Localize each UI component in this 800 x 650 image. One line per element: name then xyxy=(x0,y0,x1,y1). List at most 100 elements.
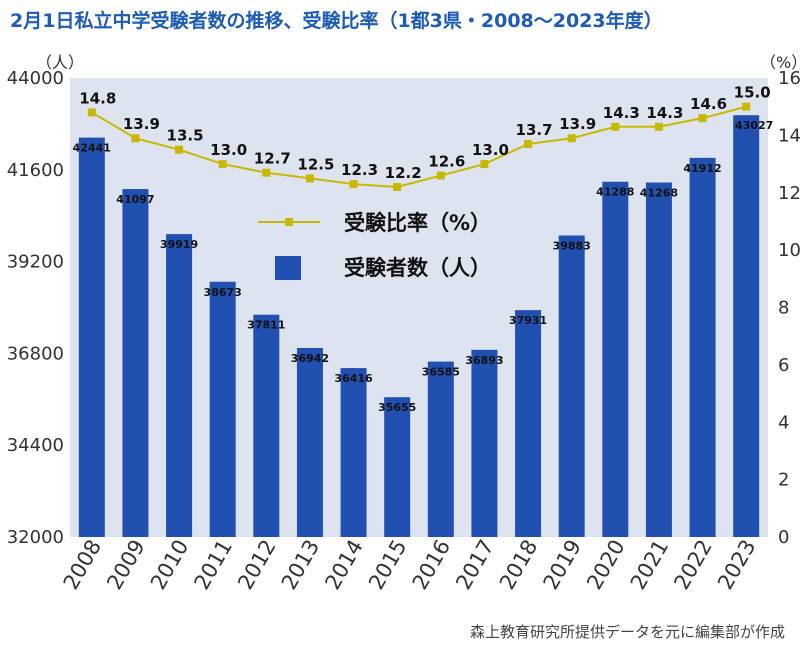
legend-line-marker xyxy=(285,218,293,226)
right-axis-tick-label: 0 xyxy=(778,527,789,548)
line-point xyxy=(218,160,227,169)
right-axis-tick-label: 12 xyxy=(778,183,800,204)
bar-value-label: 42441 xyxy=(73,142,111,155)
x-axis-tick-label: 2020 xyxy=(582,536,630,594)
bar-value-label: 38673 xyxy=(204,286,242,299)
line-point xyxy=(742,102,751,111)
line-value-label: 12.3 xyxy=(341,161,378,179)
bar xyxy=(296,347,323,537)
bar-value-label: 36893 xyxy=(465,354,503,367)
left-axis-tick-label: 32000 xyxy=(7,527,64,548)
x-axis-ticks: 2008200920102011201220132014201520162017… xyxy=(59,536,761,594)
bar-value-label: 36942 xyxy=(291,352,329,365)
right-axis-tick-label: 4 xyxy=(778,412,789,433)
x-axis-tick-label: 2016 xyxy=(408,536,456,594)
bar xyxy=(384,397,411,537)
x-axis-tick-label: 2014 xyxy=(320,536,368,594)
x-axis-tick-label: 2009 xyxy=(102,536,150,594)
line-value-label: 14.8 xyxy=(79,89,116,107)
bar-value-label: 41288 xyxy=(596,186,634,199)
line-value-label: 13.9 xyxy=(123,115,160,133)
bar-value-label: 36585 xyxy=(422,366,460,379)
right-axis-tick-label: 2 xyxy=(778,470,789,491)
line-value-label: 12.7 xyxy=(254,150,291,168)
legend: 受験比率（%） 受験者数（人） xyxy=(258,211,491,280)
bar-value-label: 41097 xyxy=(116,193,154,206)
bar xyxy=(515,310,542,537)
right-axis-tick-label: 14 xyxy=(778,125,800,146)
bar-value-label: 41268 xyxy=(640,186,678,199)
legend-bar-label: 受験者数（人） xyxy=(344,256,491,280)
line-point xyxy=(436,171,445,180)
left-axis-tick-label: 44000 xyxy=(7,68,64,89)
bar-value-label: 35655 xyxy=(378,401,416,414)
legend-line-label: 受験比率（%） xyxy=(344,211,491,235)
line-value-label: 15.0 xyxy=(734,84,771,102)
right-axis-tick-label: 6 xyxy=(778,355,789,376)
x-axis-tick-label: 2011 xyxy=(190,536,238,594)
x-axis-tick-label: 2021 xyxy=(626,536,674,594)
bar xyxy=(253,314,280,537)
x-axis-tick-label: 2018 xyxy=(495,536,543,594)
line-point xyxy=(175,145,184,154)
bar-value-label: 43027 xyxy=(735,119,773,132)
line-series xyxy=(87,102,751,192)
line-value-label: 14.3 xyxy=(603,104,640,122)
left-axis-tick-label: 39200 xyxy=(7,252,64,273)
bar xyxy=(427,361,454,537)
bar-value-labels: 42441 41097 39919 38673 37811 36942 36416 35655… xyxy=(73,119,774,414)
left-axis-tick-label: 34400 xyxy=(7,435,64,456)
line-value-label: 14.3 xyxy=(646,104,683,122)
line-point xyxy=(305,174,314,183)
bar-value-label: 41912 xyxy=(683,162,721,175)
line-point xyxy=(611,122,620,131)
line-value-label: 12.2 xyxy=(385,164,422,182)
bar-value-label: 37931 xyxy=(509,314,547,327)
left-axis-ticks: 32000 34400 36800 39200 41600 44000 xyxy=(7,68,64,548)
line-value-label: 13.5 xyxy=(167,127,204,145)
line-point xyxy=(131,134,140,143)
left-axis-unit: （人） xyxy=(36,53,84,72)
right-axis-tick-label: 8 xyxy=(778,298,789,319)
bar xyxy=(122,189,149,538)
x-axis-tick-label: 2015 xyxy=(364,536,412,594)
bar xyxy=(78,137,105,537)
x-axis-tick-label: 2008 xyxy=(59,536,107,594)
bar xyxy=(166,234,193,537)
bar xyxy=(602,181,629,537)
right-axis-tick-label: 10 xyxy=(778,240,800,261)
line-point xyxy=(480,160,489,169)
line-value-label: 14.6 xyxy=(690,95,727,113)
line-value-label: 13.7 xyxy=(516,121,553,139)
ratio-line xyxy=(91,105,747,189)
bar xyxy=(733,115,760,537)
source-note: 森上教育研究所提供データを元に編集部が作成 xyxy=(470,623,785,641)
x-axis-tick-label: 2019 xyxy=(539,536,587,594)
bar xyxy=(471,349,498,537)
line-value-label: 12.6 xyxy=(428,153,465,171)
x-axis-tick-label: 2023 xyxy=(713,536,761,594)
line-point xyxy=(349,180,358,189)
legend-bar-swatch xyxy=(275,256,301,280)
line-point xyxy=(87,108,96,117)
bar-value-label: 39883 xyxy=(553,239,591,252)
line-point xyxy=(654,122,663,131)
bar-series xyxy=(78,115,760,538)
bar-value-label: 36416 xyxy=(334,372,373,385)
line-value-label: 13.0 xyxy=(472,141,509,159)
bar xyxy=(209,281,236,537)
bar-value-label: 39919 xyxy=(160,238,198,251)
line-value-label: 12.5 xyxy=(297,155,334,173)
x-axis-tick-label: 2012 xyxy=(233,536,281,594)
x-axis-tick-label: 2022 xyxy=(669,536,717,594)
right-axis-ticks: 0 2 4 6 8 10 12 14 16 xyxy=(778,68,800,548)
right-axis-tick-label: 16 xyxy=(778,68,800,89)
x-axis-tick-label: 2013 xyxy=(277,536,325,594)
chart-title: 2月1日私立中学受験者数の推移、受験比率（1都3県・2008～2023年度） xyxy=(10,9,663,32)
bar xyxy=(689,157,716,537)
left-axis-tick-label: 36800 xyxy=(7,343,64,364)
line-value-labels: 14.8 13.9 13.5 13.0 12.7 12.5 12.3 12.2 12.6 13.0… xyxy=(79,84,770,182)
line-point xyxy=(393,183,402,192)
line-value-label: 13.0 xyxy=(210,141,247,159)
